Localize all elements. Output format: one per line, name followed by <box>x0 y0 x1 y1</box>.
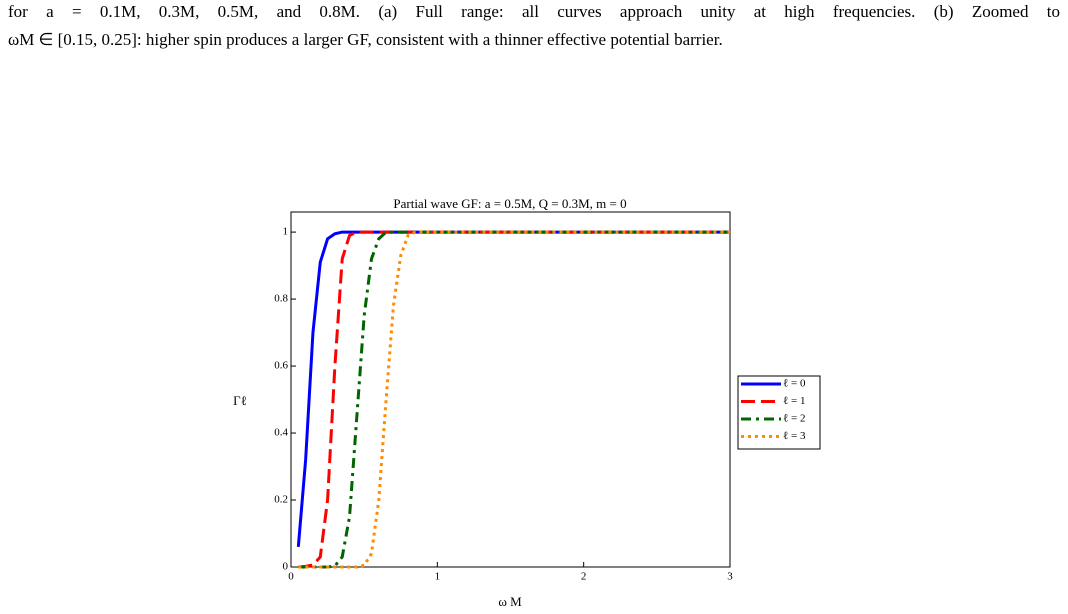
y-tick-label: 1 <box>283 226 289 238</box>
series-line <box>298 230 730 569</box>
x-tick-label: 1 <box>435 571 441 583</box>
legend-label: ℓ = 3 <box>783 430 806 442</box>
legend-box <box>737 375 821 450</box>
series-line <box>298 230 730 569</box>
x-tick-label: 3 <box>727 571 733 583</box>
caption-line: for a = 0.1M, 0.3M, 0.5M, and 0.8M. (a) … <box>8 2 1060 21</box>
y-tick-label: 0.2 <box>274 494 288 506</box>
chart-title: Partial wave GF: a = 0.5M, Q = 0.3M, m =… <box>393 196 626 211</box>
plot-frame <box>290 211 731 568</box>
legend-label: ℓ = 0 <box>783 378 806 390</box>
series-line <box>298 230 730 569</box>
x-tick-label: 2 <box>581 571 587 583</box>
y-tick-label: 0.4 <box>274 427 288 439</box>
y-tick-label: 0.6 <box>274 360 288 372</box>
x-tick-label: 0 <box>288 571 294 583</box>
x-axis-label: ω M <box>498 594 522 609</box>
legend-label: ℓ = 2 <box>783 413 805 425</box>
legend-label: ℓ = 1 <box>783 395 805 407</box>
y-axis-label: Γℓ <box>233 393 247 408</box>
y-tick-label: 0 <box>283 561 289 573</box>
caption-line: ωM ∈ [0.15, 0.25]: higher spin produces … <box>8 30 723 49</box>
y-tick-label: 0.8 <box>274 293 288 305</box>
series-line <box>296 230 730 548</box>
